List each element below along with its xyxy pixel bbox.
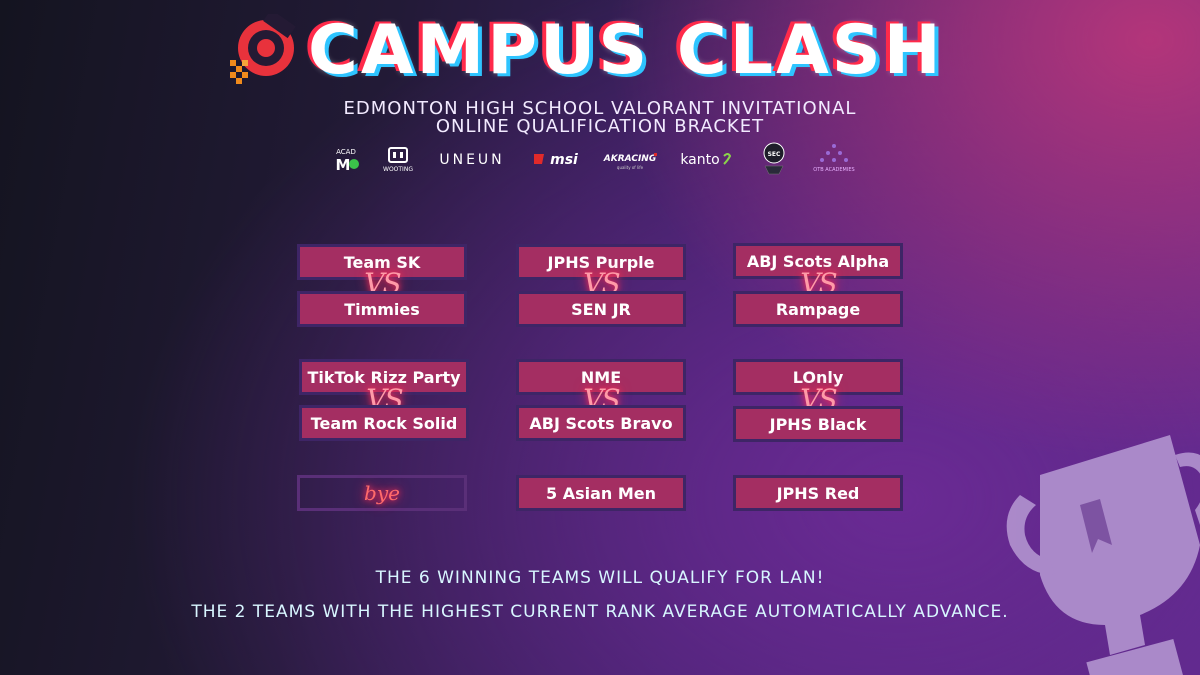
trophy-icon [1006, 435, 1200, 675]
uneun-logo-icon: UNEUN [432, 144, 512, 174]
svg-text:kanto: kanto [680, 152, 719, 168]
campus-clash-logo-icon [230, 14, 296, 84]
team-slot: JPHS Red [733, 475, 903, 511]
svg-text:ACAD: ACAD [336, 148, 356, 156]
team-slot: ABJ Scots Alpha [733, 243, 903, 279]
wooting-logo-icon: WOOTING [380, 144, 416, 174]
team-slot: Team SK [297, 244, 467, 280]
event-subtitle: EDMONTON HIGH SCHOOL VALORANT INVITATION… [343, 98, 857, 119]
sec-logo-icon: SEC [758, 140, 790, 176]
team-slot: 5 Asian Men [516, 475, 686, 511]
otb-logo-icon: OTB ACADEMIES [808, 140, 860, 176]
bye-label: bye [364, 481, 400, 505]
team-slot: Timmies [297, 291, 467, 327]
team-slot: JPHS Purple [516, 244, 686, 280]
team-slot: Rampage [733, 291, 903, 327]
team-slot: LOnly [733, 359, 903, 395]
svg-text:SEC: SEC [768, 151, 781, 158]
svg-text:msi: msi [550, 152, 578, 168]
svg-text:WOOTING: WOOTING [383, 166, 413, 173]
akracing-logo-icon: AKRACING quality of life [600, 144, 660, 174]
page-title: CAMPUS CLASH [308, 11, 944, 90]
team-slot: JPHS Black [733, 406, 903, 442]
svg-text:M: M [336, 156, 351, 174]
team-slot: Team Rock Solid [299, 405, 469, 441]
kanto-logo-icon: kanto [674, 144, 734, 174]
acadme-logo-icon: ACAD M [330, 144, 362, 174]
qualify-note: THE 6 WINNING TEAMS WILL QUALIFY FOR LAN… [375, 568, 825, 588]
team-slot: SEN JR [516, 291, 686, 327]
msi-logo-icon: msi [530, 144, 584, 174]
bracket-subtitle: ONLINE QUALIFICATION BRACKET [435, 116, 765, 137]
team-slot: ABJ Scots Bravo [516, 405, 686, 441]
advance-note: THE 2 TEAMS WITH THE HIGHEST CURRENT RAN… [191, 602, 1009, 622]
bye-slot: bye [297, 475, 467, 511]
svg-text:AKRACING: AKRACING [603, 154, 656, 164]
team-slot: NME [516, 359, 686, 395]
team-slot: TikTok Rizz Party [299, 359, 469, 395]
svg-text:OTB ACADEMIES: OTB ACADEMIES [813, 167, 854, 173]
svg-text:quality of life: quality of life [617, 165, 644, 170]
svg-text:UNEUN: UNEUN [439, 152, 504, 168]
